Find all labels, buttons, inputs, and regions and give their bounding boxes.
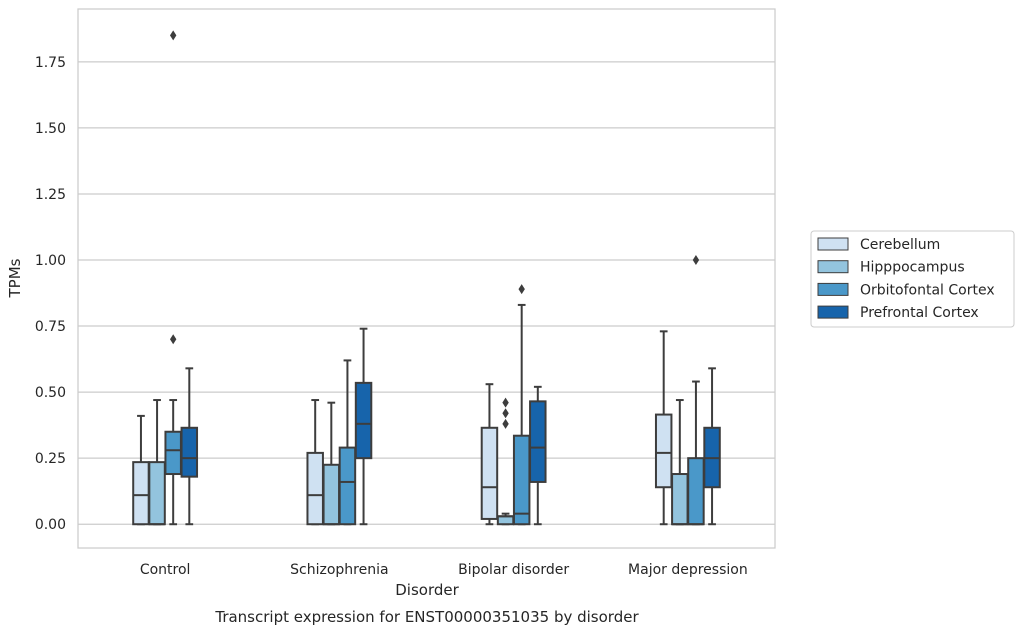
box-groups bbox=[132, 30, 721, 526]
box bbox=[496, 515, 515, 526]
y-axis-label: TPMs bbox=[6, 258, 24, 298]
outlier-point bbox=[518, 284, 525, 295]
y-tick-label: 0.00 bbox=[35, 517, 66, 533]
legend-label: Prefrontal Cortex bbox=[860, 305, 979, 321]
y-tick-label: 1.50 bbox=[35, 121, 66, 137]
box-group bbox=[306, 327, 373, 526]
y-tick-labels: 0.00 0.25 0.50 0.75 1.00 1.25 1.50 1.75 bbox=[35, 55, 66, 533]
y-tick-label: 1.00 bbox=[35, 253, 66, 269]
outlier-point bbox=[502, 418, 509, 429]
outlier-point bbox=[169, 334, 177, 345]
legend-item: Orbitofontal Cortex bbox=[817, 282, 995, 298]
outlier-point bbox=[692, 255, 700, 266]
box bbox=[529, 400, 547, 483]
box bbox=[306, 451, 324, 526]
plot-area-frame bbox=[77, 8, 776, 549]
box bbox=[687, 457, 705, 526]
legend-swatch bbox=[817, 282, 849, 296]
box bbox=[164, 430, 182, 476]
y-tick-label: 0.50 bbox=[35, 385, 66, 401]
x-tick-label: Bipolar disorder bbox=[458, 562, 569, 578]
legend: Cerebellum Hipppocampus Orbitofontal Corte… bbox=[810, 230, 1015, 328]
legend-label: Cerebellum bbox=[860, 237, 940, 253]
box bbox=[512, 434, 531, 526]
outlier-point bbox=[502, 397, 509, 408]
x-tick-labels: Control Schizophrenia Bipolar disorder Majo… bbox=[140, 562, 748, 578]
legend-label: Orbitofontal Cortex bbox=[860, 282, 995, 298]
box-group bbox=[132, 30, 199, 526]
outlier-point bbox=[169, 30, 177, 41]
legend-label: Hipppocampus bbox=[860, 260, 965, 276]
legend-item: Hipppocampus bbox=[817, 260, 965, 276]
box bbox=[480, 426, 499, 520]
box bbox=[671, 473, 689, 526]
box bbox=[654, 413, 673, 489]
box bbox=[132, 461, 150, 526]
y-tick-label: 1.75 bbox=[35, 55, 66, 71]
legend-swatch bbox=[817, 305, 849, 319]
legend-swatch bbox=[817, 237, 849, 251]
y-tick-label: 1.25 bbox=[35, 187, 66, 203]
legend-item: Cerebellum bbox=[817, 237, 940, 253]
box-group bbox=[480, 284, 547, 526]
legend-item: Prefrontal Cortex bbox=[817, 305, 979, 321]
y-tick-label: 0.75 bbox=[35, 319, 66, 335]
box bbox=[180, 426, 199, 478]
chart-caption: Transcript expression for ENST0000035103… bbox=[214, 608, 639, 626]
box bbox=[148, 461, 166, 526]
outlier-point bbox=[502, 408, 509, 419]
box-group bbox=[654, 255, 721, 526]
y-tick-label: 0.25 bbox=[35, 451, 66, 467]
legend-swatch bbox=[817, 260, 849, 274]
x-tick-label: Major depression bbox=[628, 562, 748, 578]
x-tick-label: Schizophrenia bbox=[290, 562, 388, 578]
x-axis-label: Disorder bbox=[395, 581, 459, 599]
box bbox=[338, 446, 357, 526]
box bbox=[354, 381, 373, 460]
x-tick-label: Control bbox=[140, 562, 191, 578]
legend-frame bbox=[810, 230, 1015, 328]
box bbox=[322, 463, 341, 526]
